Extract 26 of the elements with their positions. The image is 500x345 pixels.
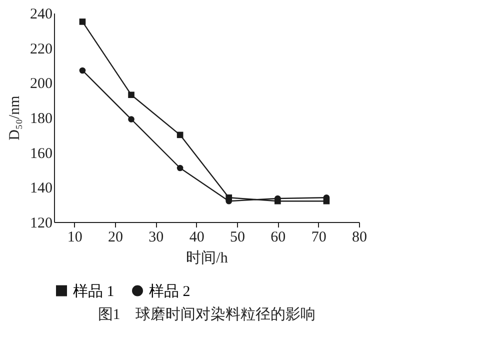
x-tick-label: 30 [148,230,164,246]
x-tick-label: 40 [189,230,204,246]
point [79,18,86,25]
y-tick-label: 180 [30,111,52,127]
x-tick-label: 20 [108,230,123,246]
legend-label: 样品 2 [149,282,190,300]
y-tick-label: 160 [30,146,52,162]
point [79,67,86,74]
point [128,92,134,98]
text: 图1 球磨时间对染料粒径的影响 [98,306,316,323]
y-tick-label: 240 [30,6,52,22]
x-tick-label: 60 [270,230,286,246]
point [176,164,184,172]
y-tick-label: 200 [30,76,52,92]
x-tick-label: 70 [311,230,326,246]
y-axis-title: D₅₀/nm [7,95,23,140]
point [128,116,134,122]
x-tick-label: 50 [230,230,245,246]
y-tick-label: 140 [30,180,52,197]
x-axis-title: 时间/h [186,250,228,266]
point [176,132,184,138]
x-tick-label: 10 [67,230,82,246]
x-tick-label: 80 [352,230,367,246]
y-tick-label: 220 [30,41,52,58]
legend-label: 样品 1 [73,282,114,300]
y-tick-label: 120 [30,216,52,232]
